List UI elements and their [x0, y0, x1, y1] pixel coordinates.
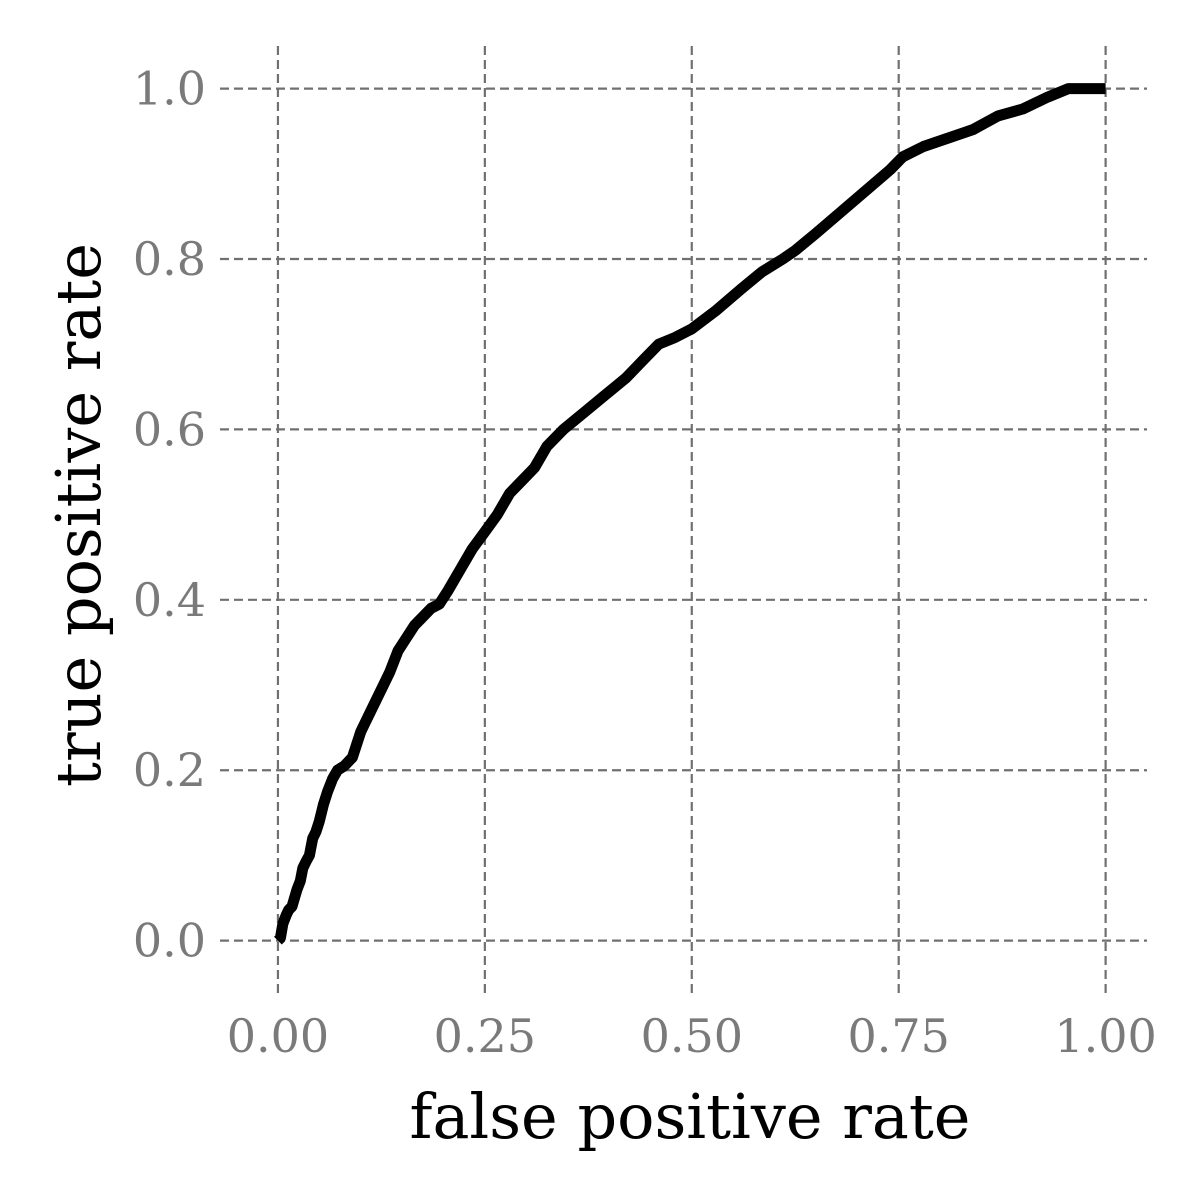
roc-curve-line [274, 83, 1106, 945]
y-tick-label: 0.2 [133, 743, 206, 797]
grid-vertical-lines [276, 46, 1107, 996]
y-tick-label: 0.4 [133, 573, 206, 627]
x-axis-title: false positive rate [410, 1080, 971, 1153]
y-tick-label: 0.0 [133, 914, 206, 968]
y-tick-labels: 0.0 0.2 0.4 0.6 0.8 1.0 [133, 62, 206, 968]
y-tick-label: 0.6 [133, 402, 206, 456]
y-tick-label: 0.8 [133, 232, 206, 286]
x-tick-label: 0.75 [847, 1009, 949, 1063]
x-tick-labels: 0.00 0.25 0.50 0.75 1.00 [227, 1009, 1157, 1063]
x-tick-label: 1.00 [1054, 1009, 1156, 1063]
x-tick-label: 0.00 [227, 1009, 329, 1063]
x-tick-label: 0.50 [641, 1009, 743, 1063]
y-axis-title: true positive rate [42, 243, 115, 787]
y-tick-label: 1.0 [133, 62, 206, 116]
x-tick-label: 0.25 [434, 1009, 536, 1063]
grid-horizontal-lines [220, 87, 1147, 942]
